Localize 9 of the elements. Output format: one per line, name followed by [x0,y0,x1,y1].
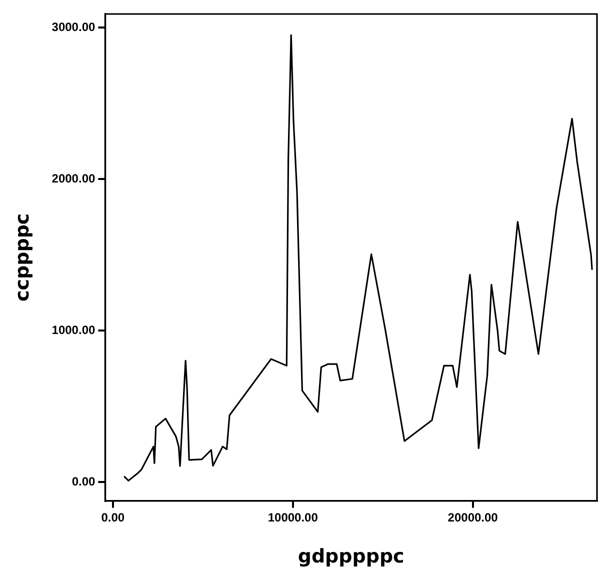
x-tick-label: 10000.00 [268,510,318,524]
y-tick-label: 3000.00 [52,20,96,34]
x-axis-title: gdpppppc [298,546,404,568]
y-tick-label: 1000.00 [52,322,96,337]
y-tick-label: 0.00 [72,474,96,488]
x-tick-label: 20000.00 [448,510,498,524]
x-tick-label: 0.00 [101,510,125,524]
y-axis-title: ccppppc [11,213,34,302]
y-tick-label: 2000.00 [52,171,96,186]
